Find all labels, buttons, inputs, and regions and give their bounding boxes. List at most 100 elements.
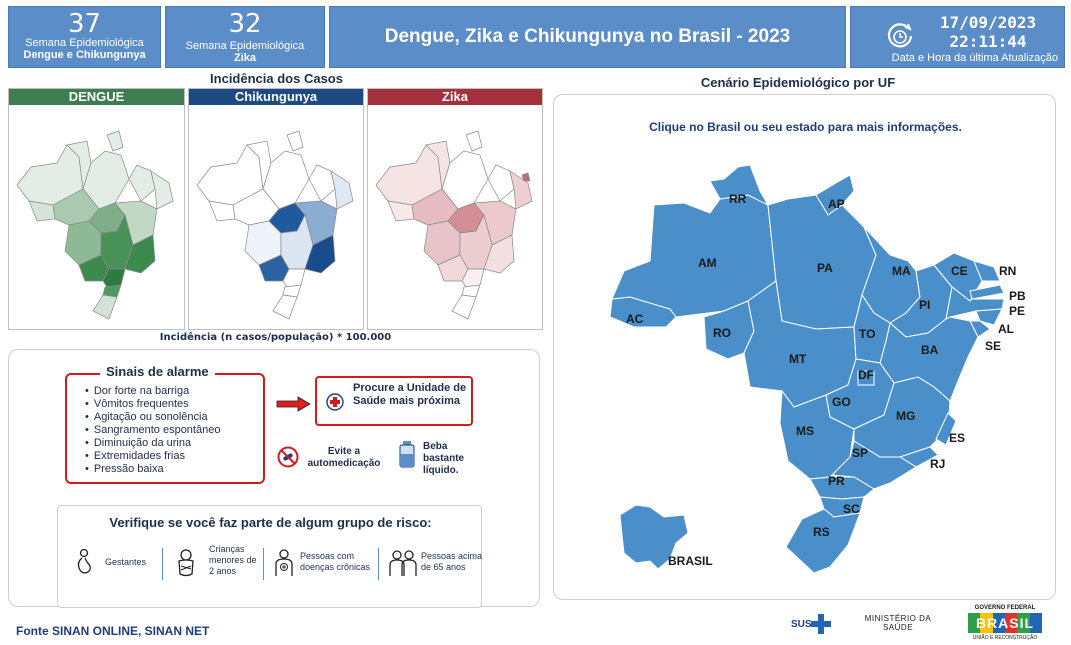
state-al[interactable] — [975, 308, 1003, 326]
week-dengue-box: 37 Semana Epidemiológica Dengue e Chikun… — [8, 6, 161, 68]
state-pb[interactable] — [969, 284, 1005, 300]
risk-label-baby: Crianças menores de 2 anos — [209, 544, 257, 576]
incidence-title: Incidência dos Casos — [210, 71, 343, 86]
label-pe: PE — [1009, 304, 1025, 318]
elderly-icon — [389, 550, 417, 576]
alarm-list: Dor forte na barriga Vômitos frequentes … — [85, 385, 221, 476]
state-sp[interactable] — [830, 440, 917, 490]
label-am: AM — [698, 256, 717, 270]
alarm-item: Extremidades frias — [85, 450, 220, 463]
no-medication-icon — [277, 446, 299, 468]
alarm-title: Sinais de alarme — [100, 364, 215, 379]
label-al: AL — [998, 322, 1014, 336]
alarm-card: Sinais de alarme Dor forte na barriga Vô… — [8, 349, 540, 608]
alarm-item: Sangramento espontâneo — [85, 424, 221, 437]
source-text: Fonte SINAN ONLINE, SINAN NET — [16, 624, 210, 638]
label-rs: RS — [813, 525, 830, 539]
tip-self-medication: Evite a automedicação — [307, 446, 381, 469]
gov-logo-title: GOVERNO FEDERAL — [974, 605, 1036, 611]
label-pa: PA — [817, 261, 833, 275]
gov-logo-word: BRASIL — [975, 615, 1035, 631]
risk-divider — [378, 548, 379, 580]
pregnant-icon — [77, 548, 91, 574]
label-mt: MT — [789, 352, 807, 366]
dengue-map[interactable] — [9, 105, 184, 329]
uf-map-title: Cenário Epidemiológico por UF — [700, 75, 896, 90]
week-zika-label: Semana Epidemiológica — [185, 40, 305, 52]
label-rn: RN — [999, 264, 1016, 278]
alarm-item: Vômitos frequentes — [85, 398, 220, 411]
risk-item-baby: Crianças menores de 2 anos — [174, 544, 257, 584]
arrow-right-icon — [276, 396, 311, 412]
week-dengue-sub: Dengue e Chikungunya — [23, 49, 146, 61]
ministry-logo: MINISTÉRIO DA SAÚDE — [864, 614, 932, 632]
chikungunya-map[interactable] — [189, 105, 363, 329]
gov-logo-sub: UNIÃO E RECONSTRUÇÃO — [972, 635, 1038, 641]
sus-logo: SUS — [791, 612, 833, 636]
risk-label-elderly: Pessoas acima de 65 anos — [421, 551, 483, 572]
state-rr[interactable] — [709, 164, 770, 207]
sus-logo-text: SUS — [791, 619, 812, 630]
week-dengue-label: Semana Epidemiológica — [25, 37, 144, 49]
risk-group-box: Verifique se você faz parte de algum gru… — [57, 505, 482, 608]
zika-map[interactable] — [368, 105, 542, 329]
label-ma: MA — [892, 264, 911, 278]
update-date: 17/09/2023 — [939, 13, 1037, 32]
uf-map-card: Clique no Brasil ou seu estado para mais… — [553, 94, 1056, 600]
week-zika-box: 32 Semana Epidemiológica Zika — [165, 6, 325, 68]
label-pi: PI — [919, 298, 930, 312]
dengue-panel[interactable]: DENGUE — [8, 88, 185, 330]
risk-label-pregnant: Gestantes — [105, 557, 147, 567]
risk-label-chronic: Pessoas com doenças crônicas — [300, 551, 371, 572]
chikungunya-header: Chikungunya — [189, 89, 363, 105]
risk-item-pregnant: Gestantes — [73, 544, 153, 584]
label-go: GO — [832, 395, 851, 409]
gov-logo-stripes — [968, 613, 1042, 633]
label-brasil: BRASIL — [668, 554, 713, 568]
alarm-item: Dor forte na barriga — [85, 385, 220, 398]
alarm-item: Agitação ou sonolência — [85, 411, 220, 424]
label-ap: AP — [828, 197, 845, 211]
chronic-icon — [275, 549, 293, 576]
tip-drink: Beba bastante líquido. — [423, 441, 465, 476]
label-ba: BA — [921, 343, 939, 357]
brasil-mini-map[interactable] — [619, 504, 689, 570]
baby-icon — [178, 549, 194, 577]
zika-panel[interactable]: Zika — [367, 88, 543, 330]
label-pb: PB — [1009, 289, 1026, 303]
label-ac: AC — [626, 312, 644, 326]
alarm-signs-box: Sinais de alarme Dor forte na barriga Vô… — [65, 364, 265, 484]
label-rr: RR — [729, 192, 747, 206]
week-dengue-number: 37 — [67, 9, 102, 39]
incidence-footnote: Incidência (n casos/população) * 100.000 — [159, 332, 392, 343]
label-ce: CE — [951, 264, 968, 278]
chikungunya-panel[interactable]: Chikungunya — [188, 88, 364, 330]
label-sp: SP — [852, 446, 868, 460]
update-time: 22:11:44 — [949, 32, 1027, 51]
label-to: TO — [859, 327, 875, 341]
label-es: ES — [949, 431, 965, 445]
week-zika-sub: Zika — [233, 52, 256, 64]
update-label: Data e Hora da última Atualização — [891, 52, 1058, 64]
alarm-item: Diminuição da urina — [85, 437, 220, 450]
uf-map-instruction: Clique no Brasil ou seu estado para mais… — [649, 120, 962, 134]
state-rs[interactable] — [785, 508, 861, 574]
risk-item-chronic: Pessoas com doenças crônicas — [272, 544, 382, 584]
risk-divider — [263, 548, 264, 580]
week-zika-number: 32 — [228, 9, 262, 39]
page-title: Dengue, Zika e Chikungunya no Brasil - 2… — [384, 26, 791, 47]
state-es[interactable] — [935, 412, 957, 446]
brazil-states-map[interactable]: RR AP AM PA MA CE RN PB PE PI AL SE AC R… — [554, 95, 1057, 601]
refresh-clock-icon — [887, 23, 913, 48]
risk-title: Verifique se você faz parte de algum gru… — [109, 515, 432, 530]
sus-cross-icon — [811, 614, 831, 634]
state-rn[interactable] — [973, 260, 1001, 282]
update-box: 17/09/2023 22:11:44 Data e Hora da últim… — [850, 6, 1065, 68]
label-mg: MG — [896, 409, 915, 423]
label-df: DF — [858, 368, 874, 382]
label-rj: RJ — [930, 457, 945, 471]
risk-item-elderly: Pessoas acima de 65 anos — [388, 544, 483, 584]
health-unit-icon — [326, 393, 344, 411]
alarm-item: Pressão baixa — [85, 463, 220, 476]
label-sc: SC — [843, 502, 860, 516]
